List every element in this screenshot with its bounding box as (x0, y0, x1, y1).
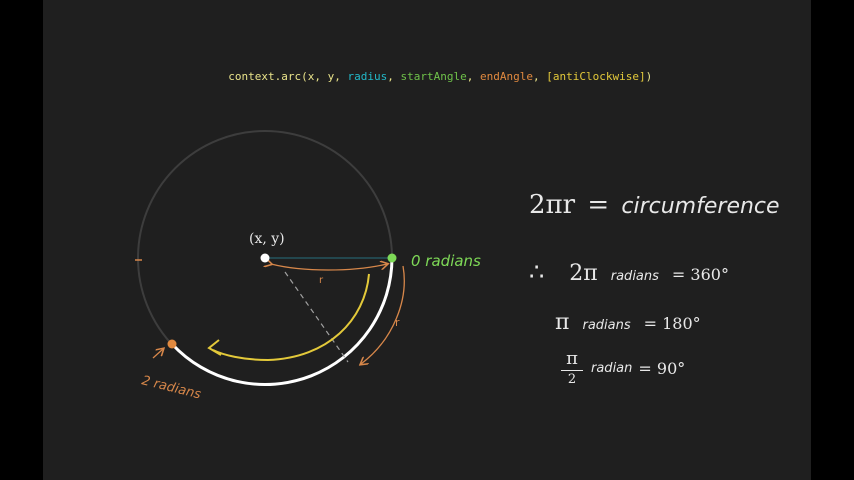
start-point (387, 253, 397, 263)
eq2-lhs: 2π (569, 261, 598, 286)
eq3-mid: radians (582, 318, 631, 333)
therefore-symbol: ∴ (529, 258, 545, 286)
eq1-equals: = (587, 190, 610, 220)
code-sep-2: , (466, 70, 480, 83)
two-radians-label: 2 radians (140, 373, 203, 402)
r-arrow-side (361, 265, 405, 364)
eq1-rhs: circumference (621, 194, 780, 219)
two-radians-pointer (152, 349, 163, 359)
equation-90: π 2 radian = 90° (561, 350, 685, 387)
code-signature: context.arc(x, y, radius, startAngle, en… (43, 57, 811, 96)
arc-diagram: (x, y) 0 radians 2 radians r r (135, 130, 481, 403)
code-sep-1: , (387, 70, 401, 83)
code-anticlockwise: [antiClockwise] (546, 70, 646, 83)
canvas-stage: context.arc(x, y, radius, startAngle, en… (43, 0, 811, 480)
eq4-den: 2 (567, 372, 577, 387)
eq3-lhs: π (555, 310, 570, 335)
fraction-bar (561, 370, 583, 371)
code-suffix: ) (645, 70, 653, 83)
zero-radians-label: 0 radians (411, 252, 481, 270)
r-label-top: r (319, 275, 324, 286)
equation-circumference: 2πr = circumference (529, 190, 780, 220)
anticlockwise-arrow (212, 273, 370, 362)
code-prefix: context.arc(x, y, (228, 70, 348, 83)
code-end-angle: endAngle (480, 70, 533, 83)
fraction: π 2 (561, 350, 583, 387)
eq2-mid: radians (610, 269, 659, 284)
code-start-angle: startAngle (400, 70, 467, 83)
equation-180: π radians = 180° (555, 310, 701, 335)
r-label-side: r (395, 316, 400, 329)
code-radius: radius (347, 70, 388, 83)
eq4-rhs: = 90° (638, 359, 686, 378)
center-point (260, 253, 270, 263)
eq1-lhs: 2πr (529, 190, 576, 220)
code-sep-3: , (532, 70, 547, 83)
eq2-rhs: = 360° (671, 265, 729, 284)
eq4-num: π (566, 348, 578, 369)
anticlockwise-arrowhead (207, 339, 222, 356)
arc-white (170, 257, 394, 386)
r-arrow-top (271, 264, 387, 271)
eq4-mid: radian (591, 361, 633, 376)
dashed-radius (284, 271, 349, 363)
end-point (167, 339, 177, 349)
equation-360: ∴ 2π radians = 360° (529, 258, 729, 286)
center-label: (x, y) (249, 231, 285, 247)
eq3-rhs: = 180° (643, 314, 701, 333)
